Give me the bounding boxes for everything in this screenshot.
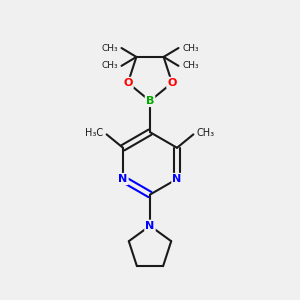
Text: O: O — [123, 78, 133, 88]
Text: N: N — [146, 221, 154, 231]
Text: N: N — [118, 174, 128, 184]
Text: H₃C: H₃C — [85, 128, 103, 138]
Text: O: O — [167, 78, 177, 88]
Text: CH₃: CH₃ — [101, 44, 118, 52]
Text: B: B — [146, 96, 154, 106]
Text: CH₃: CH₃ — [182, 61, 199, 70]
Text: CH₃: CH₃ — [182, 44, 199, 52]
Text: CH₃: CH₃ — [101, 61, 118, 70]
Text: N: N — [172, 174, 182, 184]
Text: CH₃: CH₃ — [197, 128, 215, 138]
